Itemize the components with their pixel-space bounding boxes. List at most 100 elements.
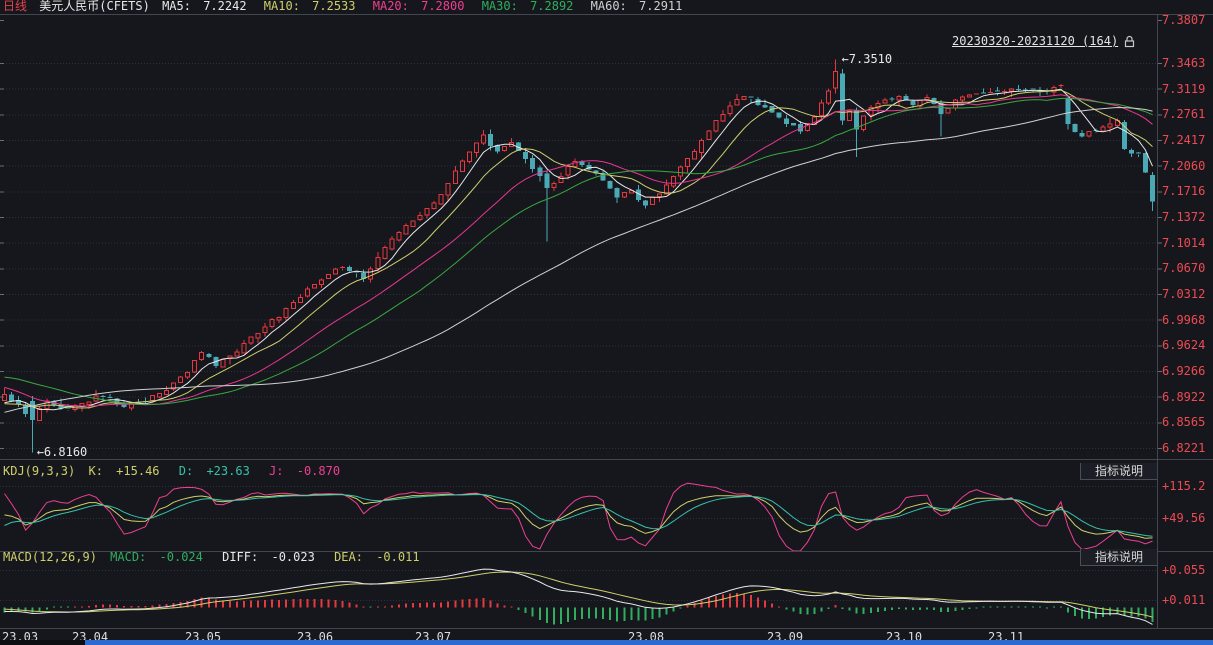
candle-up [410,220,416,227]
candle-down [755,99,761,106]
candle-down [903,96,909,101]
candle-up [734,98,740,106]
candle-down [579,161,585,165]
candle-down [840,73,846,121]
macd-legend-row: MACD(12,26,9) MACD: -0.024 DIFF: -0.023 … [3,550,432,564]
candle-down [121,403,127,407]
macd-dea-line [4,571,1153,618]
candle-up [431,202,437,210]
chart-header: 日线 美元人民币(CFETS) MA5: 7.2242 MA10: 7.2533… [3,0,692,14]
candle-down [1065,98,1071,125]
kdj-legend-row: KDJ(9,3,3) K: +15.46 D: +23.63 J: -0.870 [3,464,352,478]
lock-icon[interactable] [1123,35,1136,48]
ma30-line [4,97,1153,405]
arrow-left-icon: ← [841,51,849,66]
candle-up [389,238,395,250]
macd-lines [4,568,1153,625]
candle-down [783,118,789,125]
candle-down [635,189,641,200]
low-annotation: ←6.8160 [36,445,88,460]
candle-up [656,193,662,198]
candle-up [37,407,43,421]
candle-up [565,165,571,176]
candle-up [297,296,303,303]
candle-up [868,106,874,116]
price-gridlines [0,63,1157,450]
macd-diff-line [4,568,1153,625]
macd-value: MACD: -0.024 [110,550,203,564]
macd-indicator-help-button[interactable]: 指标说明 [1080,549,1157,566]
ma10-legend: MA10: 7.2533 [263,0,356,13]
candle-up [325,274,331,279]
candle-down [58,404,64,409]
macd-title: MACD(12,26,9) [3,550,97,564]
candle-down [1121,121,1127,150]
panel-frame [0,14,1213,629]
date-range-label[interactable]: 20230320-20231120 (164) [952,34,1119,48]
kdj-gridlines [0,486,1157,519]
candle-up [741,95,747,101]
candle-up [959,96,965,101]
period-label: 日线 [3,0,28,13]
candle-down [523,151,529,160]
candle-up [156,393,162,398]
candle-up [473,142,479,154]
symbol-label: 美元人民币(CFETS) [39,0,150,13]
candle-up [572,161,578,167]
candle-down [790,122,796,126]
candle-up [318,279,324,285]
candle-up [875,103,881,109]
candle-down [530,158,536,169]
ma20-legend: MA20: 7.2800 [372,0,465,13]
ma60-legend: MA60: 7.2911 [590,0,683,13]
candle-down [544,173,550,189]
candle-up [713,120,719,132]
candle-up [438,193,444,205]
candle-down [910,101,916,106]
scrollbar-track[interactable] [0,640,1213,645]
date-range-control[interactable]: 20230320-20231120 (164) [952,34,1136,48]
candle-up [375,256,381,269]
kdj-d-value: D: +23.63 [178,464,250,478]
ma-lines [4,88,1153,413]
candle-down [23,404,29,414]
candle-up [452,170,458,184]
candle-up [818,102,824,116]
kdj-j-line [4,482,1153,552]
candle-up [304,288,310,297]
candle-up [882,99,888,104]
kdj-j-value: J: -0.870 [269,464,341,478]
candle-up [896,95,902,101]
scrollbar-thumb[interactable] [85,640,1213,645]
candle-up [276,316,282,321]
candle-up [199,352,205,360]
candle-up [241,342,247,354]
candle-up [164,389,170,395]
arrow-left-icon: ← [36,445,44,460]
candle-up [1100,126,1106,132]
candle-up [466,151,472,162]
kdj-title: KDJ(9,3,3) [3,464,76,478]
candle-down [9,394,15,402]
candle-down [114,398,120,404]
candle-up [551,182,557,188]
candle-up [861,115,867,130]
candle-up [192,359,198,373]
candle-up [480,134,486,144]
candle-up [459,160,465,173]
candle-down [614,188,620,198]
high-annotation: ←7.3510 [841,51,893,66]
candle-up [720,114,726,122]
ma60-line [4,106,1153,413]
kdj-k-value: K: +15.46 [88,464,160,478]
kdj-indicator-help-button[interactable]: 指标说明 [1080,463,1157,480]
kdj-lines [4,482,1153,552]
candle-down [607,180,613,189]
macd-histogram [3,593,1154,625]
candle-up [86,401,92,405]
macd-gridlines [0,570,1157,601]
candle-down [854,110,860,130]
